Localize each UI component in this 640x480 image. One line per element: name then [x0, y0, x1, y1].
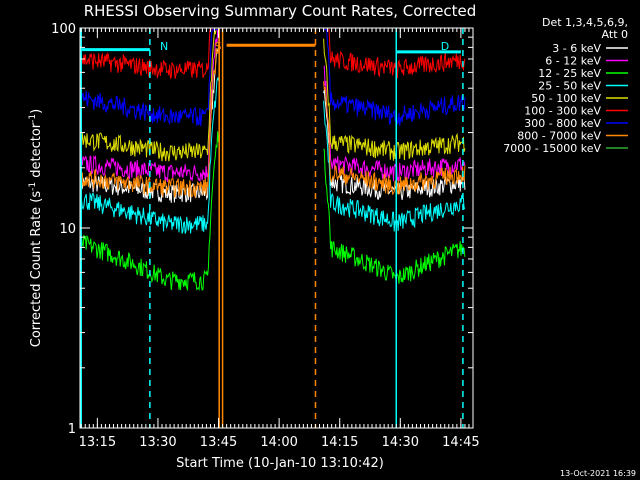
series-12-25-kev-line-2 [323, 148, 466, 284]
legend-entry-label: 3 - 6 keV [552, 42, 601, 55]
y-axis-label-part2: detector [29, 122, 44, 182]
series-50-100-kev-line-1 [79, 29, 220, 162]
x-tick-label: 13:15 [79, 435, 116, 450]
legend-entry-label: 100 - 300 keV [524, 105, 601, 118]
series-100-300-kev-line-2 [323, 29, 466, 79]
y-axis-label-part1: Corrected Count Rate (s [29, 191, 44, 348]
legend-entry-label: 800 - 7000 keV [517, 130, 601, 143]
x-tick-label: 14:45 [442, 435, 479, 450]
x-axis-label: Start Time (10-Jan-10 13:10:42) [176, 456, 384, 471]
legend-entry-label: 12 - 25 keV [538, 67, 601, 80]
legend-entry-label: 6 - 12 keV [545, 55, 601, 68]
y-tick-label: 100 [51, 22, 76, 37]
x-tick-label: 14:00 [260, 435, 297, 450]
axes: 1 10 100 13:15 13:30 13:45 14:00 14:15 14:30 14:4… [51, 22, 479, 450]
annotation-label: S [215, 40, 222, 53]
legend-entry-label: 50 - 100 keV [531, 92, 601, 105]
y-axis-label-sup2: -1 [28, 114, 38, 123]
generation-timestamp: 13-Oct-2021 16:39 [560, 469, 636, 478]
series-800-7000-kev-line-2 [323, 81, 466, 196]
series-300-800-kev-line-2 [323, 29, 466, 126]
series-300-800-kev-line-1 [79, 29, 220, 127]
x-tick-label: 14:15 [321, 435, 358, 450]
x-tick-label: 14:30 [382, 435, 419, 450]
annotation-label: D [441, 40, 449, 53]
series-25-50-kev-line-2 [323, 100, 466, 232]
series-6-12-kev-line-2 [323, 65, 466, 182]
series-100-300-kev-line-1 [79, 29, 220, 80]
y-axis-label: Corrected Count Rate (s-1 detector-1) [28, 109, 44, 347]
legend-title-line2: Att 0 [602, 28, 628, 41]
x-tick-label: 13:45 [200, 435, 237, 450]
y-tick-label: 10 [59, 222, 76, 237]
chart-title: RHESSI Observing Summary Count Rates, Co… [84, 2, 477, 20]
legend-entry-label: 25 - 50 keV [538, 80, 601, 93]
legend-entry-label: 7000 - 15000 keV [503, 142, 601, 155]
x-tick-label: 13:30 [139, 435, 176, 450]
y-axis-label-part3: ) [29, 109, 44, 114]
series-50-100-kev-line-2 [323, 38, 466, 161]
legend-entry-label: 300 - 800 keV [524, 117, 601, 130]
y-tick-label: 1 [68, 422, 76, 437]
legend-title-line1: Det 1,3,4,5,6,9, [542, 16, 628, 29]
annotation-label: N [160, 40, 168, 53]
y-axis-label-sup1: -1 [28, 182, 38, 191]
